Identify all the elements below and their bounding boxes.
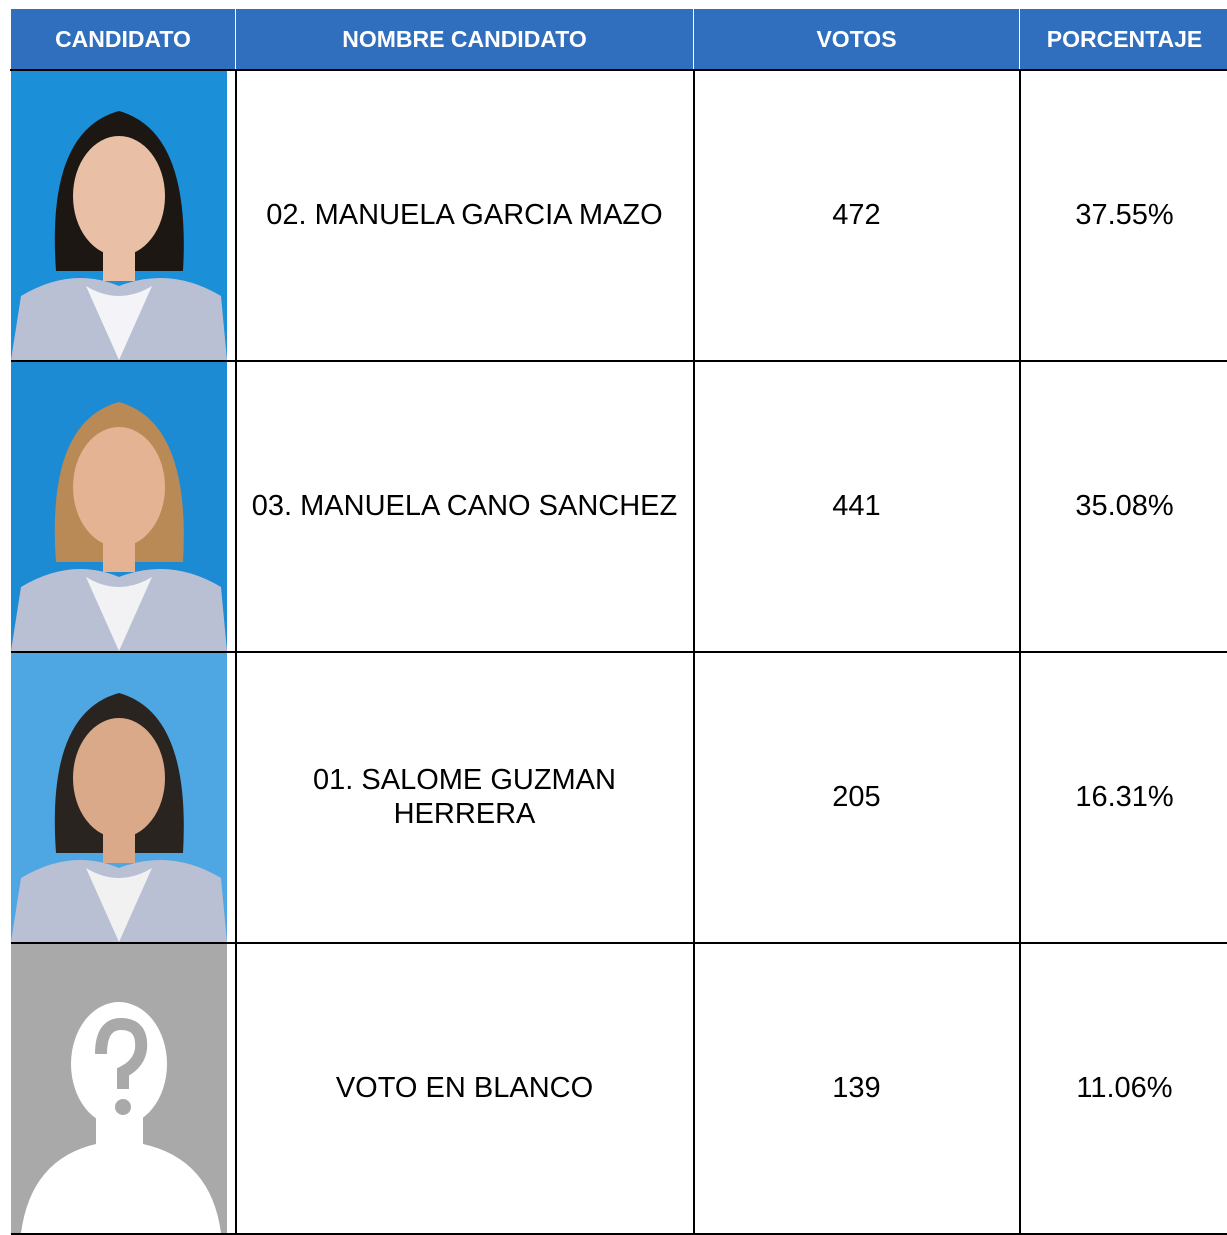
results-table: CANDIDATO NOMBRE CANDIDATO VOTOS PORCENT… xyxy=(10,8,1227,1235)
votes-cell: 441 xyxy=(694,361,1020,652)
votes-cell: 139 xyxy=(694,943,1020,1234)
photo-cell xyxy=(11,361,236,652)
header-cell: CANDIDATO xyxy=(11,9,236,71)
percentage-cell: 16.31% xyxy=(1020,652,1227,943)
header-cell: PORCENTAJE xyxy=(1020,9,1227,71)
name-cell: 01. SALOME GUZMAN HERRERA xyxy=(236,652,694,943)
header-cell: NOMBRE CANDIDATO xyxy=(236,9,694,71)
percentage-cell: 37.55% xyxy=(1020,70,1227,361)
question-dot xyxy=(115,1099,131,1115)
candidate-photo xyxy=(11,944,233,1233)
photo-cell xyxy=(11,943,236,1234)
candidate-name: 02. MANUELA GARCIA MAZO xyxy=(260,199,668,232)
page: {"table": { "headers": ["CANDIDATO", "NO… xyxy=(0,0,1227,1230)
face xyxy=(73,427,165,547)
face xyxy=(73,718,165,838)
candidate-photo xyxy=(11,71,233,360)
name-cell: 02. MANUELA GARCIA MAZO xyxy=(236,70,694,361)
name-cell: 03. MANUELA CANO SANCHEZ xyxy=(236,361,694,652)
candidate-name: 01. SALOME GUZMAN HERRERA xyxy=(237,764,693,831)
votes-cell: 472 xyxy=(694,70,1020,361)
face xyxy=(73,136,165,256)
candidate-photo xyxy=(11,362,233,651)
candidate-name: 03. MANUELA CANO SANCHEZ xyxy=(246,490,683,523)
table-header: CANDIDATO NOMBRE CANDIDATO VOTOS PORCENT… xyxy=(11,9,1227,71)
percentage-cell: 35.08% xyxy=(1020,361,1227,652)
candidate-name: VOTO EN BLANCO xyxy=(330,1072,599,1105)
header-cell: VOTOS xyxy=(694,9,1020,71)
header-row: CANDIDATO NOMBRE CANDIDATO VOTOS PORCENT… xyxy=(11,9,1227,71)
name-cell: VOTO EN BLANCO xyxy=(236,943,694,1234)
candidate-photo xyxy=(11,653,233,942)
photo-cell xyxy=(11,652,236,943)
votes-cell: 205 xyxy=(694,652,1020,943)
photo-cell xyxy=(11,70,236,361)
percentage-cell: 11.06% xyxy=(1020,943,1227,1234)
